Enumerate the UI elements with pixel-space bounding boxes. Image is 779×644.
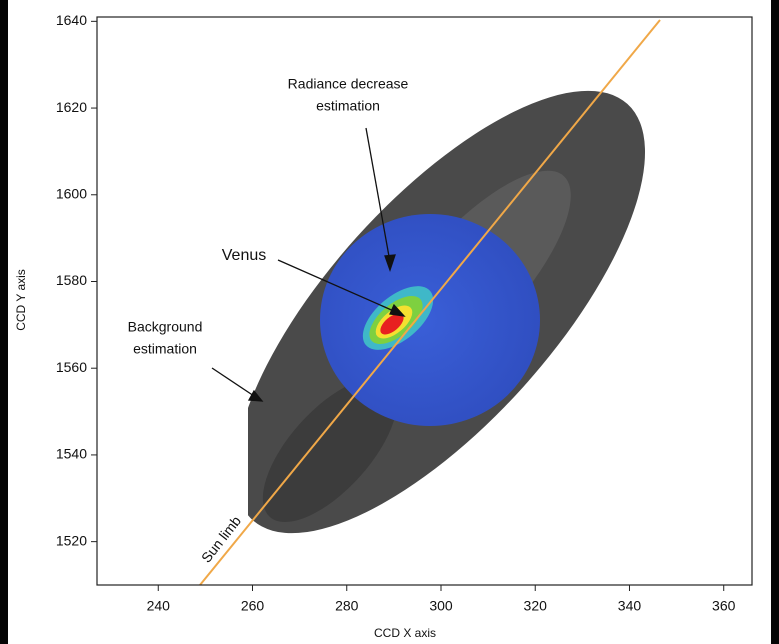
y-tick-label: 1620 [56,99,87,115]
arrows [211,127,406,402]
x-tick-label: 360 [712,598,736,614]
x-tick-label: 260 [241,598,265,614]
x-tick-label: 300 [429,598,453,614]
radiance-region [320,214,540,426]
annotation: Venus [222,247,266,264]
plot-frame [96,16,753,586]
y-tick-label: 1600 [56,185,87,201]
y-tick-label: 1520 [56,532,87,548]
y-tick-label: 1580 [56,272,87,288]
venus-core [380,313,404,335]
y-tick-label: 1540 [56,446,87,462]
annotation: estimation [316,98,380,114]
x-tick-label: 240 [147,598,171,614]
y-axis-label: CCD Y axis [14,269,28,331]
sun-limb-line [199,19,661,586]
y-tick-label: 1560 [56,359,87,375]
annotation: Radiance decrease [288,76,409,92]
x-tick-label: 280 [335,598,359,614]
x-axis-label: CCD X axis [374,626,436,640]
annotation: estimation [133,341,197,357]
texture [262,377,398,523]
y-tick-label: 1640 [56,12,87,28]
x-tick-label: 340 [618,598,642,614]
annotation: Background [128,319,203,335]
x-tick-label: 320 [524,598,548,614]
